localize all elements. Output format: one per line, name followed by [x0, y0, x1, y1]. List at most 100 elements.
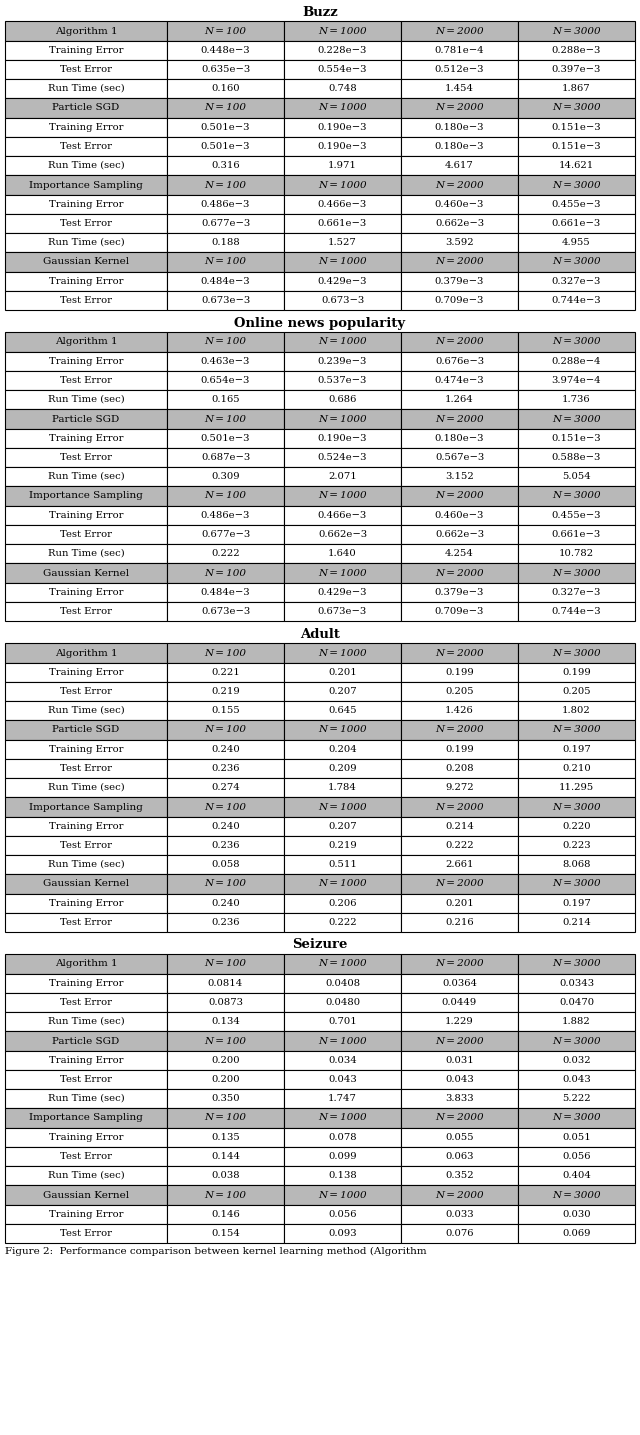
Text: Algorithm 1: Algorithm 1 — [54, 960, 117, 969]
Text: Run Time (sec): Run Time (sec) — [47, 1171, 124, 1180]
Text: 0.180e−3: 0.180e−3 — [435, 123, 484, 132]
Text: 0.474e−3: 0.474e−3 — [435, 376, 484, 385]
Bar — [5, 740, 167, 759]
Bar — [518, 682, 635, 702]
Bar — [5, 175, 167, 195]
Bar — [284, 253, 401, 273]
Bar — [284, 563, 401, 583]
Text: N = 1000: N = 1000 — [318, 726, 367, 735]
Text: N = 100: N = 100 — [205, 492, 246, 501]
Text: 0.055: 0.055 — [445, 1134, 474, 1142]
Bar — [518, 796, 635, 817]
Bar — [284, 740, 401, 759]
Text: 0.058: 0.058 — [211, 860, 240, 870]
Bar — [401, 993, 518, 1012]
Text: Test Error: Test Error — [60, 607, 112, 616]
Text: 0.228e−3: 0.228e−3 — [318, 46, 367, 55]
Text: Training Error: Training Error — [49, 898, 124, 908]
Text: 0.484e−3: 0.484e−3 — [201, 588, 250, 597]
Text: N = 2000: N = 2000 — [435, 726, 484, 735]
Bar — [401, 466, 518, 486]
Text: 0.0873: 0.0873 — [208, 997, 243, 1007]
Bar — [284, 1050, 401, 1071]
Bar — [284, 817, 401, 837]
Text: 1.736: 1.736 — [562, 395, 591, 405]
Text: 0.486e−3: 0.486e−3 — [201, 511, 250, 519]
Text: 0.486e−3: 0.486e−3 — [201, 199, 250, 210]
Text: 0.673e−3: 0.673e−3 — [318, 607, 367, 616]
Text: 0.199: 0.199 — [562, 669, 591, 677]
Bar — [5, 1147, 167, 1167]
Text: N = 3000: N = 3000 — [552, 1036, 601, 1046]
Bar — [518, 486, 635, 507]
Bar — [401, 1030, 518, 1050]
Bar — [167, 740, 284, 759]
Bar — [284, 79, 401, 98]
Text: 0.748: 0.748 — [328, 85, 357, 93]
Text: Training Error: Training Error — [49, 745, 124, 753]
Bar — [518, 974, 635, 993]
Text: 0.043: 0.043 — [445, 1075, 474, 1083]
Bar — [5, 466, 167, 486]
Bar — [5, 390, 167, 409]
Bar — [518, 954, 635, 974]
Bar — [5, 409, 167, 429]
Bar — [167, 1030, 284, 1050]
Bar — [401, 98, 518, 118]
Text: Test Error: Test Error — [60, 1075, 112, 1083]
Text: 8.068: 8.068 — [563, 860, 591, 870]
Bar — [401, 448, 518, 466]
Bar — [167, 1089, 284, 1108]
Text: Training Error: Training Error — [49, 357, 124, 366]
Bar — [284, 974, 401, 993]
Bar — [284, 583, 401, 603]
Bar — [401, 954, 518, 974]
Bar — [284, 390, 401, 409]
Bar — [518, 1030, 635, 1050]
Text: Particle SGD: Particle SGD — [52, 103, 120, 112]
Text: N = 1000: N = 1000 — [318, 960, 367, 969]
Text: N = 100: N = 100 — [205, 1191, 246, 1200]
Bar — [284, 759, 401, 778]
Bar — [284, 720, 401, 740]
Text: N = 2000: N = 2000 — [435, 1191, 484, 1200]
Bar — [518, 195, 635, 214]
Bar — [401, 79, 518, 98]
Text: Importance Sampling: Importance Sampling — [29, 181, 143, 189]
Bar — [401, 118, 518, 136]
Text: N = 100: N = 100 — [205, 26, 246, 36]
Text: Training Error: Training Error — [49, 433, 124, 443]
Bar — [401, 682, 518, 702]
Bar — [5, 136, 167, 156]
Bar — [167, 663, 284, 682]
Bar — [284, 1205, 401, 1224]
Bar — [5, 232, 167, 253]
Bar — [167, 1050, 284, 1071]
Text: Gaussian Kernel: Gaussian Kernel — [43, 880, 129, 888]
Bar — [518, 214, 635, 232]
Bar — [401, 563, 518, 583]
Bar — [401, 583, 518, 603]
Text: 0.0343: 0.0343 — [559, 979, 594, 989]
Bar — [5, 1071, 167, 1089]
Text: 0.063: 0.063 — [445, 1152, 474, 1161]
Text: 0.554e−3: 0.554e−3 — [317, 65, 367, 75]
Bar — [284, 136, 401, 156]
Text: Test Error: Test Error — [60, 142, 112, 151]
Text: Training Error: Training Error — [49, 1210, 124, 1218]
Text: 0.240: 0.240 — [211, 745, 240, 753]
Bar — [5, 291, 167, 310]
Bar — [167, 954, 284, 974]
Text: 0.138: 0.138 — [328, 1171, 357, 1180]
Text: N = 1000: N = 1000 — [318, 26, 367, 36]
Bar — [284, 663, 401, 682]
Bar — [401, 525, 518, 544]
Bar — [518, 1128, 635, 1147]
Bar — [518, 291, 635, 310]
Text: Seizure: Seizure — [292, 938, 348, 951]
Text: 0.051: 0.051 — [562, 1134, 591, 1142]
Text: N = 100: N = 100 — [205, 337, 246, 346]
Text: Importance Sampling: Importance Sampling — [29, 1114, 143, 1122]
Bar — [518, 448, 635, 466]
Text: 3.833: 3.833 — [445, 1093, 474, 1104]
